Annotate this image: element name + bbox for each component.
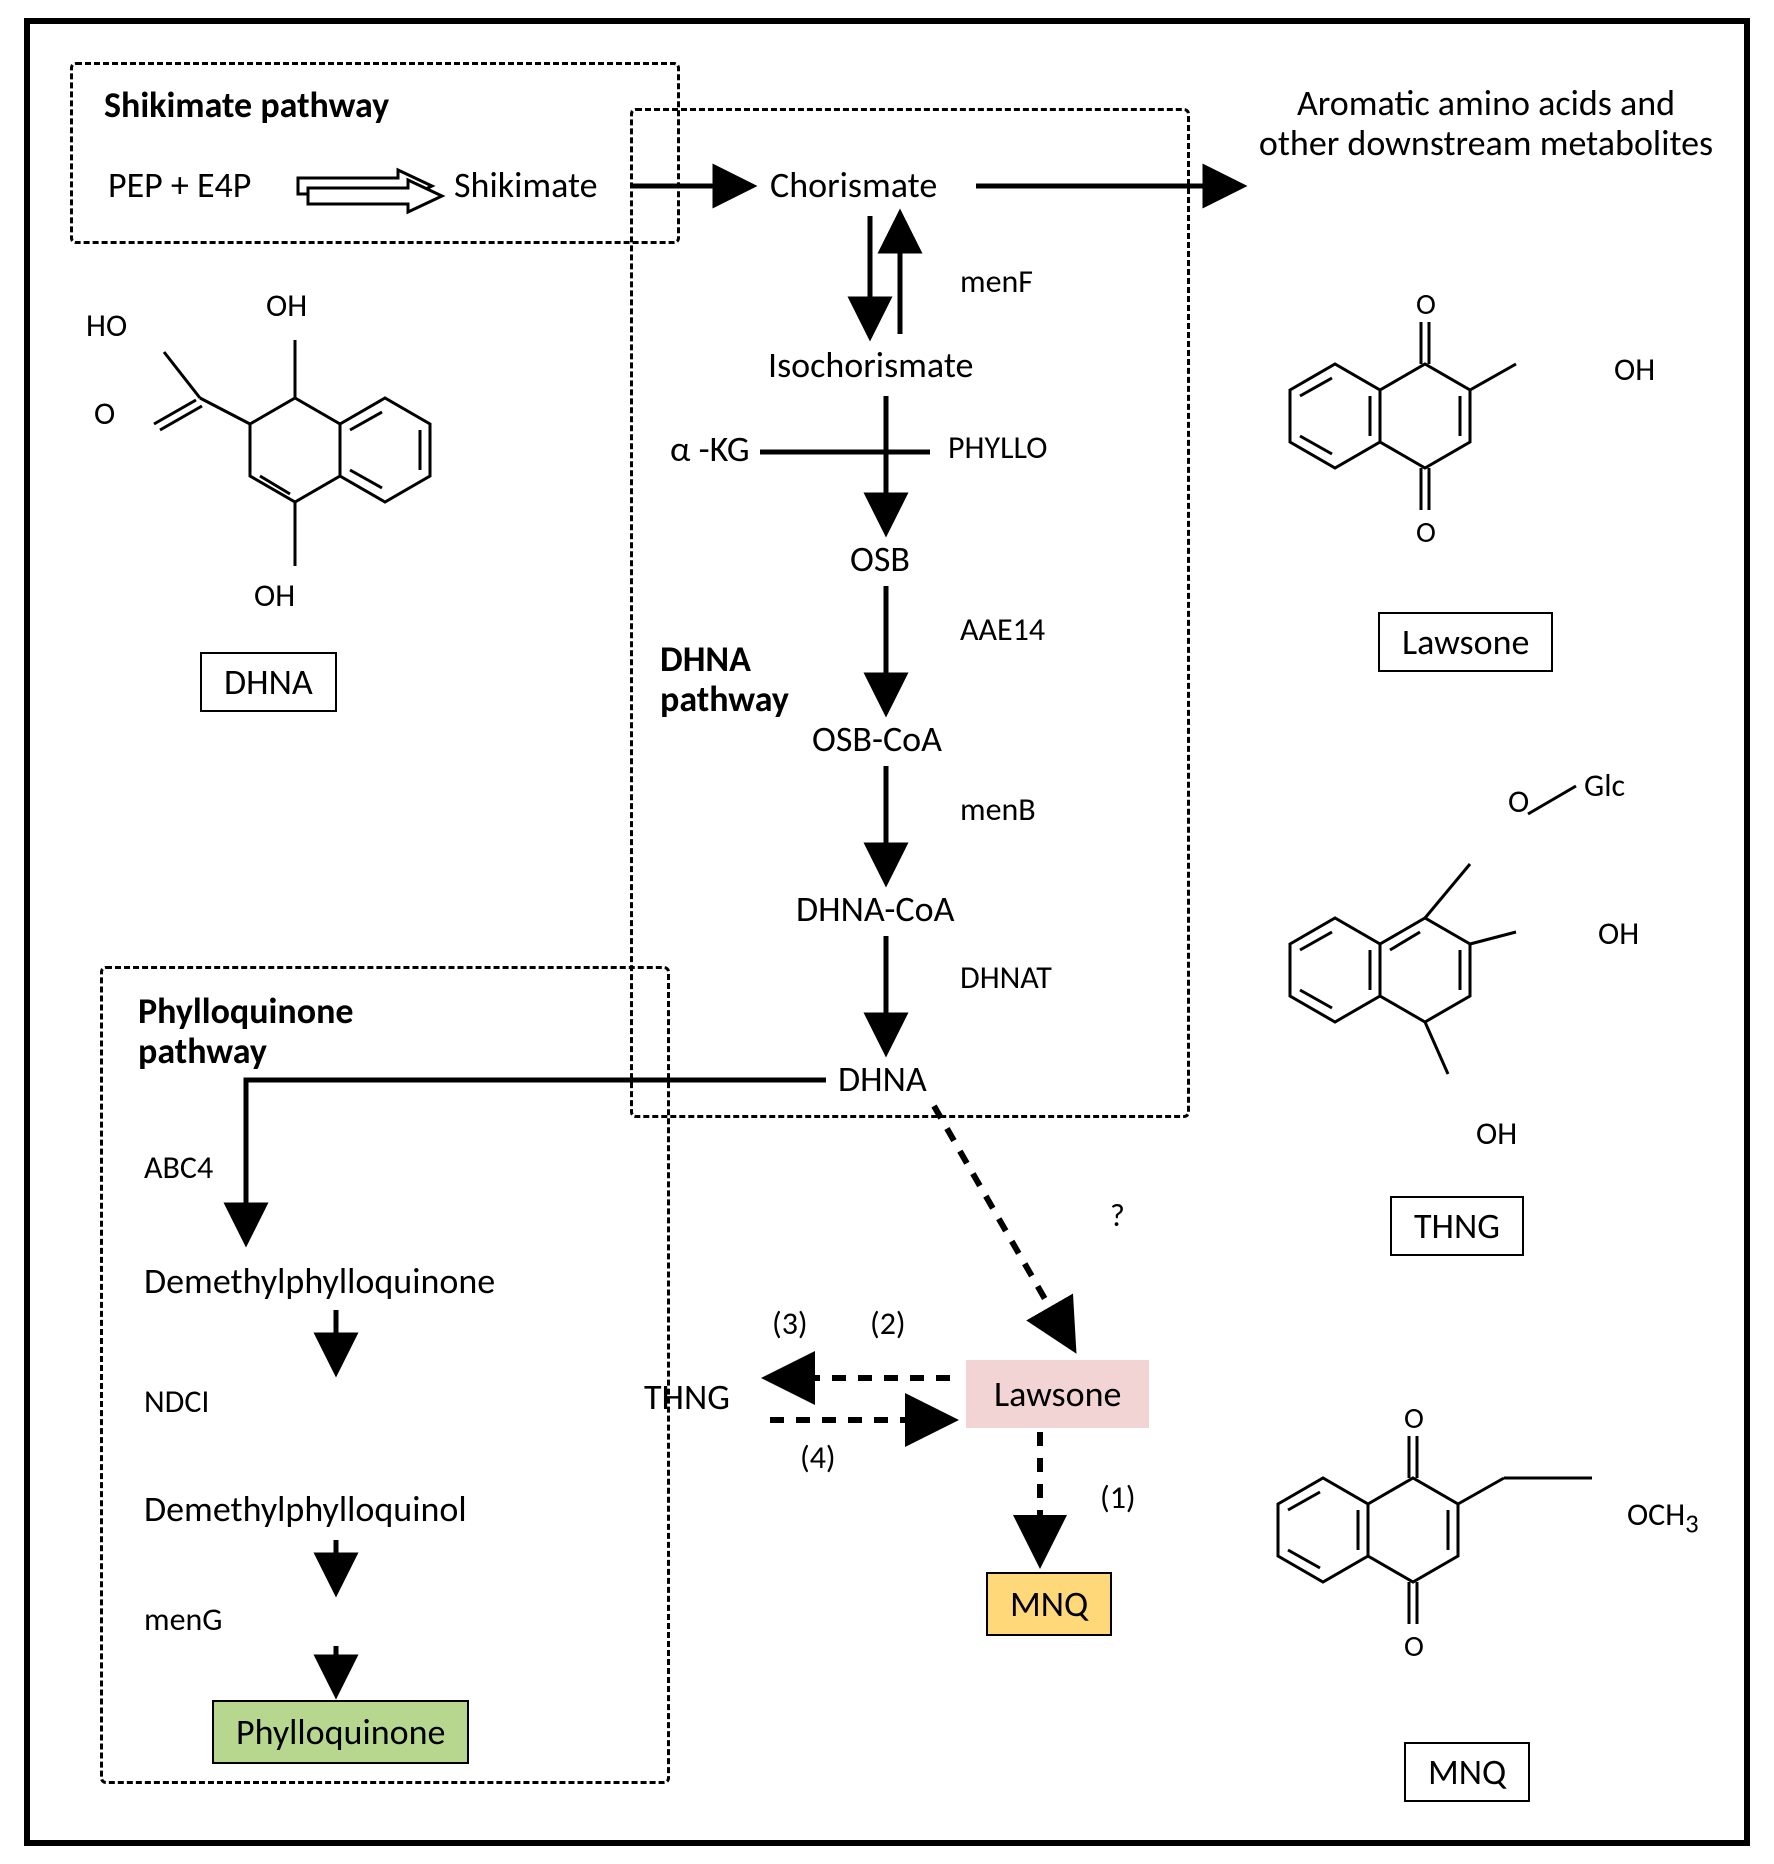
thng-sub-o: O bbox=[1508, 784, 1529, 819]
enz-menF: menF bbox=[960, 264, 1033, 299]
dhna-sub-oh1: OH bbox=[266, 288, 307, 323]
thng-sub-oh2: OH bbox=[1598, 916, 1639, 951]
node-pep-e4p: PEP + E4P bbox=[108, 166, 251, 206]
node-demeth-pql: Demethylphylloquinol bbox=[144, 1490, 467, 1530]
label-2: (2) bbox=[870, 1306, 906, 1341]
lawsone-sub-oh: OH bbox=[1614, 352, 1655, 387]
node-mnq: MNQ bbox=[986, 1572, 1112, 1636]
enz-ndci: NDCI bbox=[144, 1384, 209, 1419]
node-akg: α -KG bbox=[670, 430, 750, 470]
dhna-sub-oh4: OH bbox=[254, 578, 295, 613]
shikimate-title: Shikimate pathway bbox=[104, 86, 389, 126]
enz-aae14: AAE14 bbox=[960, 612, 1045, 647]
dhna-title: DHNA pathway bbox=[660, 640, 789, 719]
mol-label-mnq: MNQ bbox=[1404, 1742, 1530, 1802]
node-dhna: DHNA bbox=[838, 1060, 927, 1100]
mnq-sub-och3-sub: 3 bbox=[1685, 1509, 1699, 1541]
phylloquinone-pathway-box bbox=[100, 966, 670, 1784]
node-demeth-pq: Demethylphylloquinone bbox=[144, 1262, 495, 1302]
mol-label-thng: THNG bbox=[1390, 1196, 1524, 1256]
enz-abc4: ABC4 bbox=[144, 1150, 213, 1185]
thng-sub-oh4: OH bbox=[1476, 1116, 1517, 1151]
enz-dhnat: DHNAT bbox=[960, 960, 1052, 995]
label-1: (1) bbox=[1100, 1480, 1136, 1515]
label-3: (3) bbox=[772, 1306, 808, 1341]
node-phylloquinone: Phylloquinone bbox=[212, 1700, 469, 1764]
enz-question: ? bbox=[1110, 1198, 1125, 1233]
dhna-pathway-box bbox=[630, 108, 1190, 1118]
enz-menG: menG bbox=[144, 1602, 222, 1637]
node-osb: OSB bbox=[850, 540, 910, 580]
node-dhnacoa: DHNA-CoA bbox=[796, 890, 954, 930]
node-isochorismate: Isochorismate bbox=[768, 346, 973, 386]
dhna-sub-o: O bbox=[94, 396, 115, 431]
mnq-sub-och3: OCH3 bbox=[1598, 1462, 1699, 1575]
mol-label-dhna: DHNA bbox=[200, 652, 337, 712]
mol-label-lawsone: Lawsone bbox=[1378, 612, 1553, 672]
thng-sub-glc: Glc bbox=[1584, 768, 1625, 803]
node-shikimate: Shikimate bbox=[454, 166, 598, 206]
mnq-sub-och3-text: OCH bbox=[1627, 1495, 1685, 1534]
dhna-sub-ho: HO bbox=[86, 308, 127, 343]
label-4: (4) bbox=[800, 1440, 836, 1475]
node-thng: THNG bbox=[644, 1378, 730, 1418]
enz-menB: menB bbox=[960, 792, 1036, 827]
node-osbcoa: OSB-CoA bbox=[812, 720, 942, 760]
node-chorismate: Chorismate bbox=[770, 166, 937, 206]
node-aromatic-aa: Aromatic amino acids and other downstrea… bbox=[1256, 84, 1716, 163]
phylloquinone-title: Phylloquinone pathway bbox=[138, 992, 354, 1071]
node-lawsone: Lawsone bbox=[966, 1360, 1149, 1428]
enz-phyllo: PHYLLO bbox=[948, 430, 1047, 465]
